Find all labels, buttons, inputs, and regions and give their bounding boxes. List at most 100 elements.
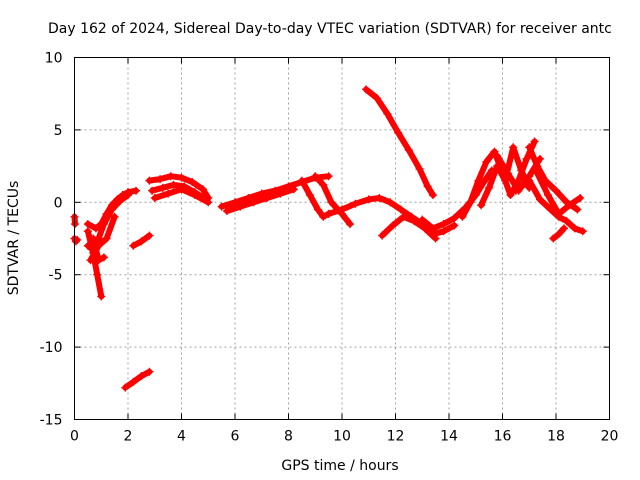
data-point: [305, 191, 314, 200]
data-point: [501, 176, 510, 185]
data-point: [132, 186, 141, 195]
data-point: [554, 209, 563, 218]
x-tick-label: 8: [284, 429, 293, 445]
data-point: [423, 182, 432, 191]
data-point: [327, 198, 336, 207]
data-point: [535, 195, 544, 204]
data-point: [477, 201, 486, 210]
data-point: [533, 169, 542, 178]
data-point: [522, 154, 531, 163]
series-arc-12: [150, 185, 213, 207]
data-point: [338, 205, 346, 214]
data-point: [549, 234, 558, 243]
data-point: [533, 162, 542, 171]
data-point: [110, 212, 119, 221]
data-point: [276, 189, 285, 198]
data-point: [71, 237, 80, 246]
data-point: [525, 143, 534, 152]
data-point: [530, 137, 539, 146]
series-line: [122, 368, 153, 391]
data-point: [121, 383, 130, 392]
data-point: [289, 185, 298, 194]
data-point: [506, 191, 515, 200]
data-point: [517, 166, 526, 175]
data-point: [129, 377, 138, 386]
series-arc-9: [121, 367, 154, 392]
x-axis-title: GPS time / hours: [281, 458, 398, 474]
data-point: [410, 217, 419, 226]
data-point: [222, 206, 231, 215]
x-tick-label: 2: [124, 429, 133, 445]
data-point: [458, 212, 467, 221]
data-point: [560, 224, 569, 233]
data-point: [198, 185, 207, 194]
data-point: [565, 201, 574, 210]
data-point: [297, 176, 306, 185]
data-point: [439, 220, 448, 229]
data-point: [466, 198, 475, 207]
x-tick-label: 14: [440, 429, 458, 445]
data-point: [249, 198, 258, 207]
data-point: [94, 256, 103, 265]
data-point: [169, 180, 178, 189]
data-point: [91, 224, 100, 233]
data-point: [324, 209, 333, 218]
data-point: [525, 176, 534, 185]
data-point: [383, 109, 392, 118]
y-tick-label: -10: [40, 340, 63, 356]
data-point: [439, 227, 448, 236]
data-point: [71, 220, 80, 229]
x-tick-label: 18: [547, 429, 565, 445]
data-point: [485, 183, 494, 192]
data-point: [479, 178, 488, 187]
data-point: [137, 372, 146, 381]
data-point: [93, 270, 102, 279]
series-arc-8: [129, 231, 154, 250]
data-point: [263, 193, 272, 202]
data-point: [428, 224, 437, 233]
y-tick-label: 0: [54, 195, 63, 211]
data-point: [97, 292, 106, 301]
series-line: [363, 86, 436, 199]
data-point: [137, 237, 146, 246]
data-point: [372, 94, 381, 103]
data-point: [490, 147, 499, 156]
x-tick-label: 0: [70, 429, 79, 445]
data-point: [177, 173, 186, 182]
tick-layer: [74, 57, 610, 420]
data-point: [394, 128, 403, 137]
data-point: [562, 217, 571, 226]
data-point: [503, 169, 512, 178]
x-tick-label: 4: [177, 429, 186, 445]
series-line: [379, 213, 439, 242]
data-point: [107, 205, 116, 214]
series-arc-13: [217, 172, 333, 211]
data-point: [83, 241, 92, 250]
data-point: [129, 241, 138, 250]
data-point: [86, 256, 95, 265]
data-point: [493, 162, 502, 171]
data-point: [375, 193, 384, 202]
y-tick-label: 5: [54, 123, 63, 139]
data-point: [204, 198, 213, 207]
y-tick-label: 10: [45, 51, 63, 67]
data-point: [573, 205, 582, 214]
y-tick-label: -5: [49, 268, 63, 284]
x-tick-label: 12: [387, 429, 405, 445]
data-point: [83, 227, 92, 236]
data-point: [388, 221, 397, 230]
data-point: [474, 176, 483, 185]
data-point: [514, 176, 523, 185]
data-point: [418, 215, 427, 224]
data-point: [99, 220, 108, 229]
data-point: [431, 234, 440, 243]
data-point: [236, 202, 245, 211]
series-arc-22: [477, 143, 534, 210]
chart-title: Day 162 of 2024, Sidereal Day-to-day VTE…: [48, 21, 612, 37]
data-point: [450, 221, 459, 230]
series-layer: [70, 85, 587, 392]
data-point: [177, 185, 186, 194]
data-point: [115, 196, 124, 205]
x-tick-label: 20: [601, 429, 619, 445]
series-arc-16: [311, 172, 355, 229]
